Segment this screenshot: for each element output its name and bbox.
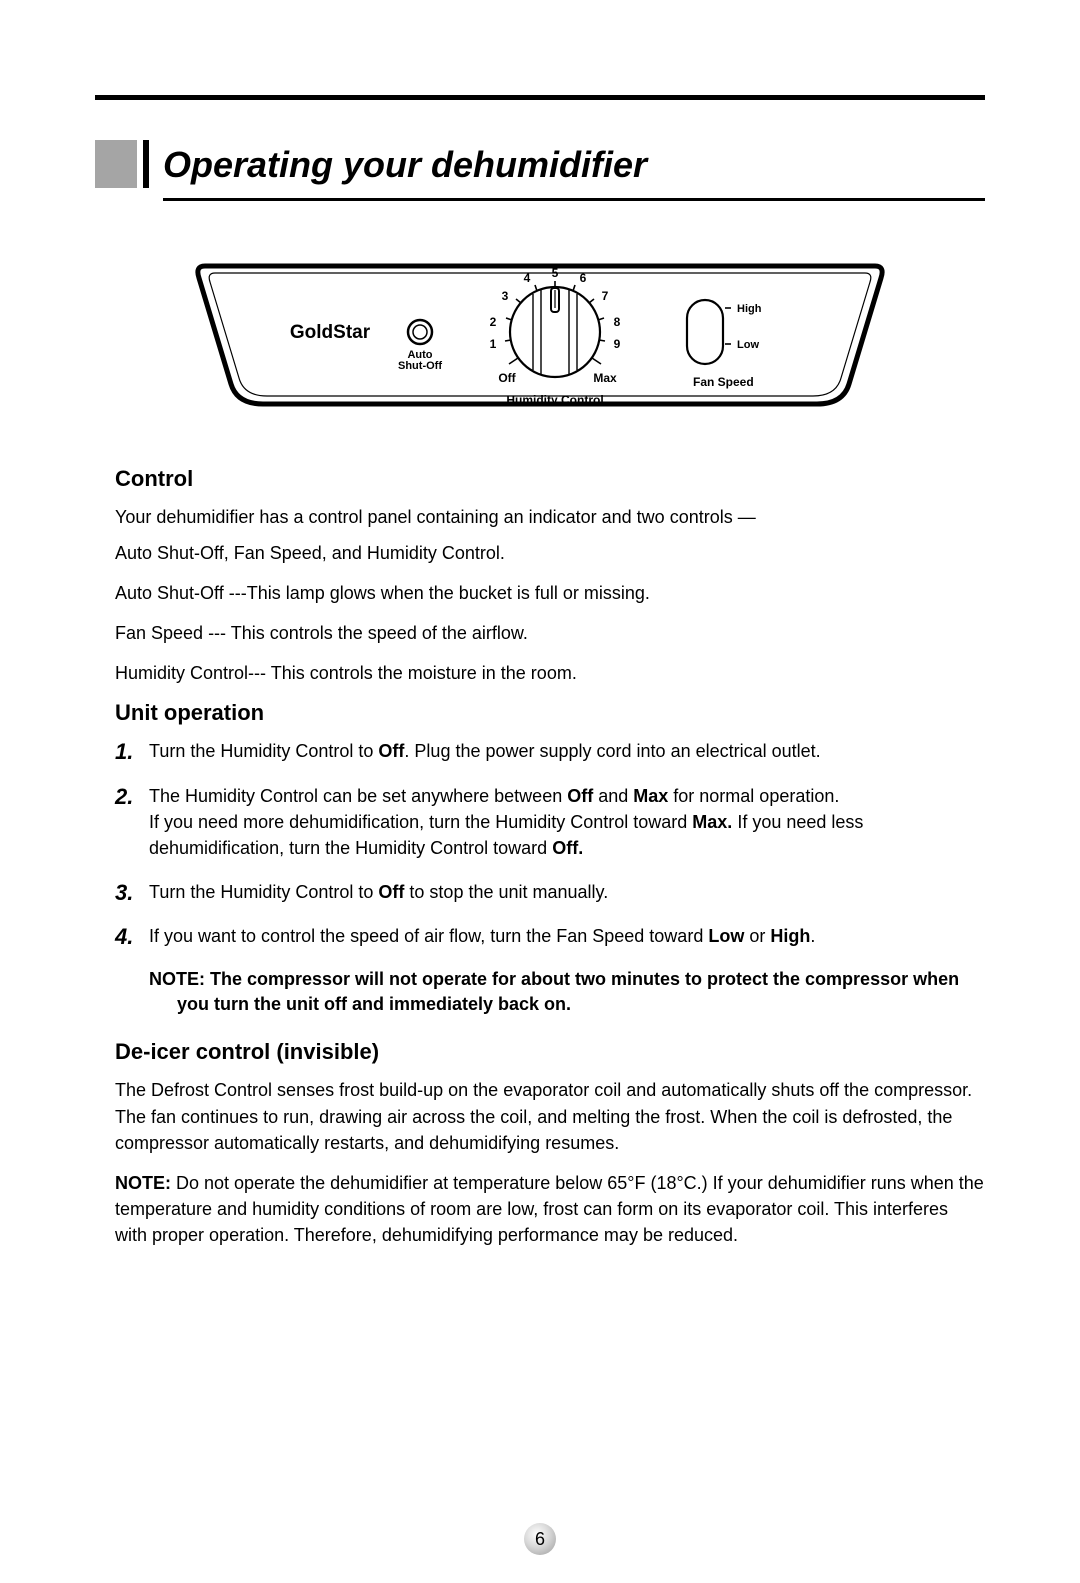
- fan-speed-switch: High Low: [687, 300, 762, 364]
- svg-text:Shut-Off: Shut-Off: [398, 360, 442, 372]
- svg-text:8: 8: [614, 315, 621, 329]
- svg-text:High: High: [737, 303, 762, 315]
- list-item: 1. Turn the Humidity Control to Off. Plu…: [115, 738, 985, 764]
- svg-text:3: 3: [502, 289, 509, 303]
- control-heading: Control: [115, 466, 985, 492]
- list-item: 2. The Humidity Control can be set anywh…: [115, 783, 985, 861]
- svg-text:2: 2: [490, 315, 497, 329]
- unit-operation-list: 1. Turn the Humidity Control to Off. Plu…: [115, 738, 985, 949]
- list-item: 3. Turn the Humidity Control to Off to s…: [115, 879, 985, 905]
- deicer-p1: The Defrost Control senses frost build-u…: [115, 1077, 985, 1155]
- brand-logo: GoldStar: [290, 322, 371, 343]
- control-p5: Humidity Control--- This controls the mo…: [115, 660, 985, 686]
- deicer-heading: De-icer control (invisible): [115, 1039, 985, 1065]
- svg-text:Off: Off: [498, 371, 516, 385]
- page-heading: Operating your dehumidifier: [95, 140, 985, 188]
- control-panel-diagram: GoldStar Auto Shut-Off Off: [185, 256, 895, 426]
- unit-operation-note: NOTE: The compressor will not operate fo…: [115, 967, 985, 1017]
- fan-speed-label: Fan Speed: [693, 375, 754, 389]
- svg-text:9: 9: [614, 337, 621, 351]
- svg-text:Low: Low: [737, 339, 759, 351]
- list-item: 4. If you want to control the speed of a…: [115, 923, 985, 949]
- top-rule: [95, 95, 985, 100]
- svg-text:6: 6: [580, 271, 587, 285]
- control-p1: Your dehumidifier has a control panel co…: [115, 504, 985, 530]
- control-p2: Auto Shut-Off, Fan Speed, and Humidity C…: [115, 540, 985, 566]
- humidity-control-label: Humidity Control: [506, 393, 603, 407]
- humidity-control-dial: Off 1 2 3 4 5 6 7: [490, 266, 621, 385]
- control-p4: Fan Speed --- This controls the speed of…: [115, 620, 985, 646]
- auto-shutoff-indicator: Auto Shut-Off: [398, 320, 442, 372]
- page-number: 6: [524, 1523, 556, 1555]
- heading-gray-block: [95, 140, 137, 188]
- svg-text:1: 1: [490, 337, 497, 351]
- deicer-note: NOTE: Do not operate the dehumidifier at…: [115, 1170, 985, 1248]
- svg-text:4: 4: [524, 271, 531, 285]
- svg-text:5: 5: [552, 266, 559, 280]
- control-p3: Auto Shut-Off ---This lamp glows when th…: [115, 580, 985, 606]
- unit-operation-heading: Unit operation: [115, 700, 985, 726]
- page-title: Operating your dehumidifier: [163, 140, 647, 188]
- svg-text:Max: Max: [593, 371, 617, 385]
- heading-black-bar: [143, 140, 149, 188]
- svg-text:7: 7: [602, 289, 609, 303]
- heading-underline: [163, 198, 985, 201]
